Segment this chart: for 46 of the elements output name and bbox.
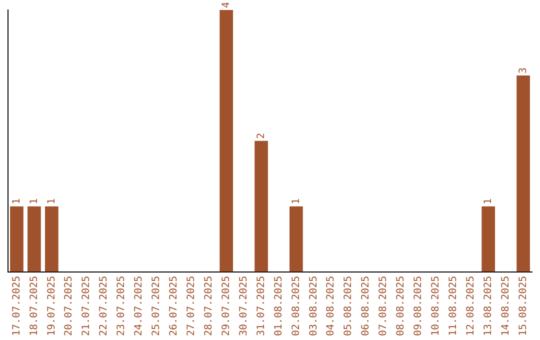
x-tick-label: 04.08.2025 (326, 276, 337, 336)
x-tick-label: 28.07.2025 (203, 276, 214, 336)
data-label: 1 (46, 198, 58, 204)
x-tick-label: 30.07.2025 (238, 276, 250, 336)
x-tick-label: 09.08.2025 (413, 276, 424, 336)
x-tick-label: 01.08.2025 (273, 276, 284, 336)
x-tick-label: 13.08.2025 (482, 276, 494, 336)
bar (254, 140, 268, 272)
x-tick-label: 11.08.2025 (448, 276, 459, 336)
bar (516, 75, 530, 272)
x-tick-label: 23.07.2025 (116, 276, 128, 336)
x-tick-label: 26.07.2025 (168, 276, 180, 336)
x-tick-label: 05.08.2025 (343, 276, 354, 336)
x-tick-label: 31.07.2025 (256, 276, 267, 336)
x-tick-label: 07.08.2025 (378, 276, 390, 336)
x-tick-label: 18.07.2025 (28, 276, 40, 336)
x-tick-label: 19.07.2025 (46, 276, 58, 336)
data-label: 2 (256, 132, 267, 139)
x-tick-label: 22.07.2025 (98, 276, 110, 336)
x-tick-label: 03.08.2025 (308, 276, 320, 336)
bar (220, 10, 234, 272)
bar (10, 206, 24, 272)
bar (482, 206, 496, 272)
data-label: 3 (518, 67, 529, 74)
bar (44, 206, 58, 272)
x-tick-label: 29.07.2025 (220, 276, 232, 336)
x-tick-label: 06.08.2025 (360, 276, 372, 336)
x-tick-label: 25.07.2025 (151, 276, 162, 336)
bar (28, 206, 41, 272)
x-tick-label: 21.07.2025 (81, 276, 92, 336)
x-tick-label: 10.08.2025 (430, 276, 442, 336)
x-tick-label: 27.07.2025 (186, 276, 197, 336)
x-tick-label: 17.07.2025 (11, 276, 22, 336)
x-tick-label: 02.08.2025 (290, 276, 302, 336)
data-label: 1 (11, 198, 22, 204)
data-label: 1 (28, 198, 40, 204)
x-tick-label: 08.08.2025 (396, 276, 407, 336)
x-tick-label: 20.07.2025 (64, 276, 75, 336)
data-label: 1 (290, 198, 302, 204)
data-label: 1 (482, 198, 494, 204)
x-tick-label: 14.08.2025 (500, 276, 512, 336)
x-tick-label: 24.07.2025 (134, 276, 145, 336)
x-tick-label: 12.08.2025 (465, 276, 476, 336)
data-label: 4 (220, 2, 232, 8)
x-tick-label: 15.08.2025 (518, 276, 529, 336)
bar (290, 206, 303, 272)
